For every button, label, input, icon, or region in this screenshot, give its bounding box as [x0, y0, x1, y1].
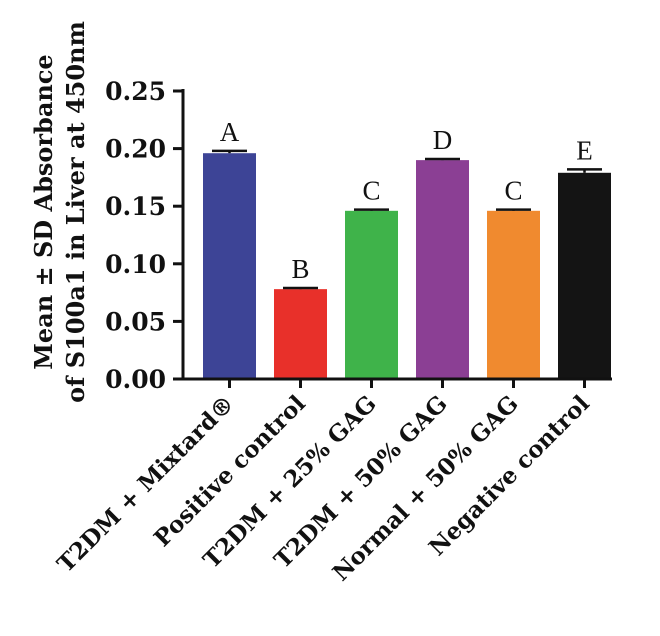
error-bar: [425, 157, 460, 161]
significance-letter: E: [576, 135, 593, 165]
error-bar: [212, 149, 247, 154]
y-tick-label: 0.25: [105, 77, 166, 106]
y-tick-label: 0.15: [105, 192, 166, 221]
y-tick-label: 0.00: [105, 365, 166, 394]
error-bar: [567, 168, 602, 173]
error-bars: [212, 149, 602, 290]
y-tick-label: 0.05: [105, 307, 166, 336]
y-axis-title-line: Mean ± SD Absorbance: [29, 54, 58, 369]
bar: [558, 172, 611, 379]
y-axis-title: Mean ± SD Absorbance of S100a1 in Liver a…: [29, 21, 90, 403]
bar: [203, 153, 256, 379]
error-bar: [354, 208, 389, 211]
y-axis-ticks: 0.00 0.05 0.10 0.15 0.20 0.25: [105, 77, 183, 394]
significance-letter: B: [291, 254, 309, 284]
significance-letters: A B C D C E: [220, 117, 593, 284]
y-tick-label: 0.20: [105, 135, 166, 164]
significance-letter: D: [433, 125, 453, 155]
significance-letter: C: [362, 176, 380, 206]
significance-letter: A: [220, 117, 240, 147]
bar: [345, 210, 398, 379]
bar: [487, 210, 540, 379]
y-axis-title-line: of S100a1 in Liver at 450nm: [61, 21, 90, 403]
bars: [203, 153, 611, 379]
significance-letter: C: [504, 176, 522, 206]
error-bar: [283, 286, 318, 290]
axes: [181, 89, 612, 388]
bar: [416, 160, 469, 379]
error-bar: [496, 208, 531, 211]
y-tick-label: 0.10: [105, 250, 166, 279]
bar: [274, 289, 327, 379]
